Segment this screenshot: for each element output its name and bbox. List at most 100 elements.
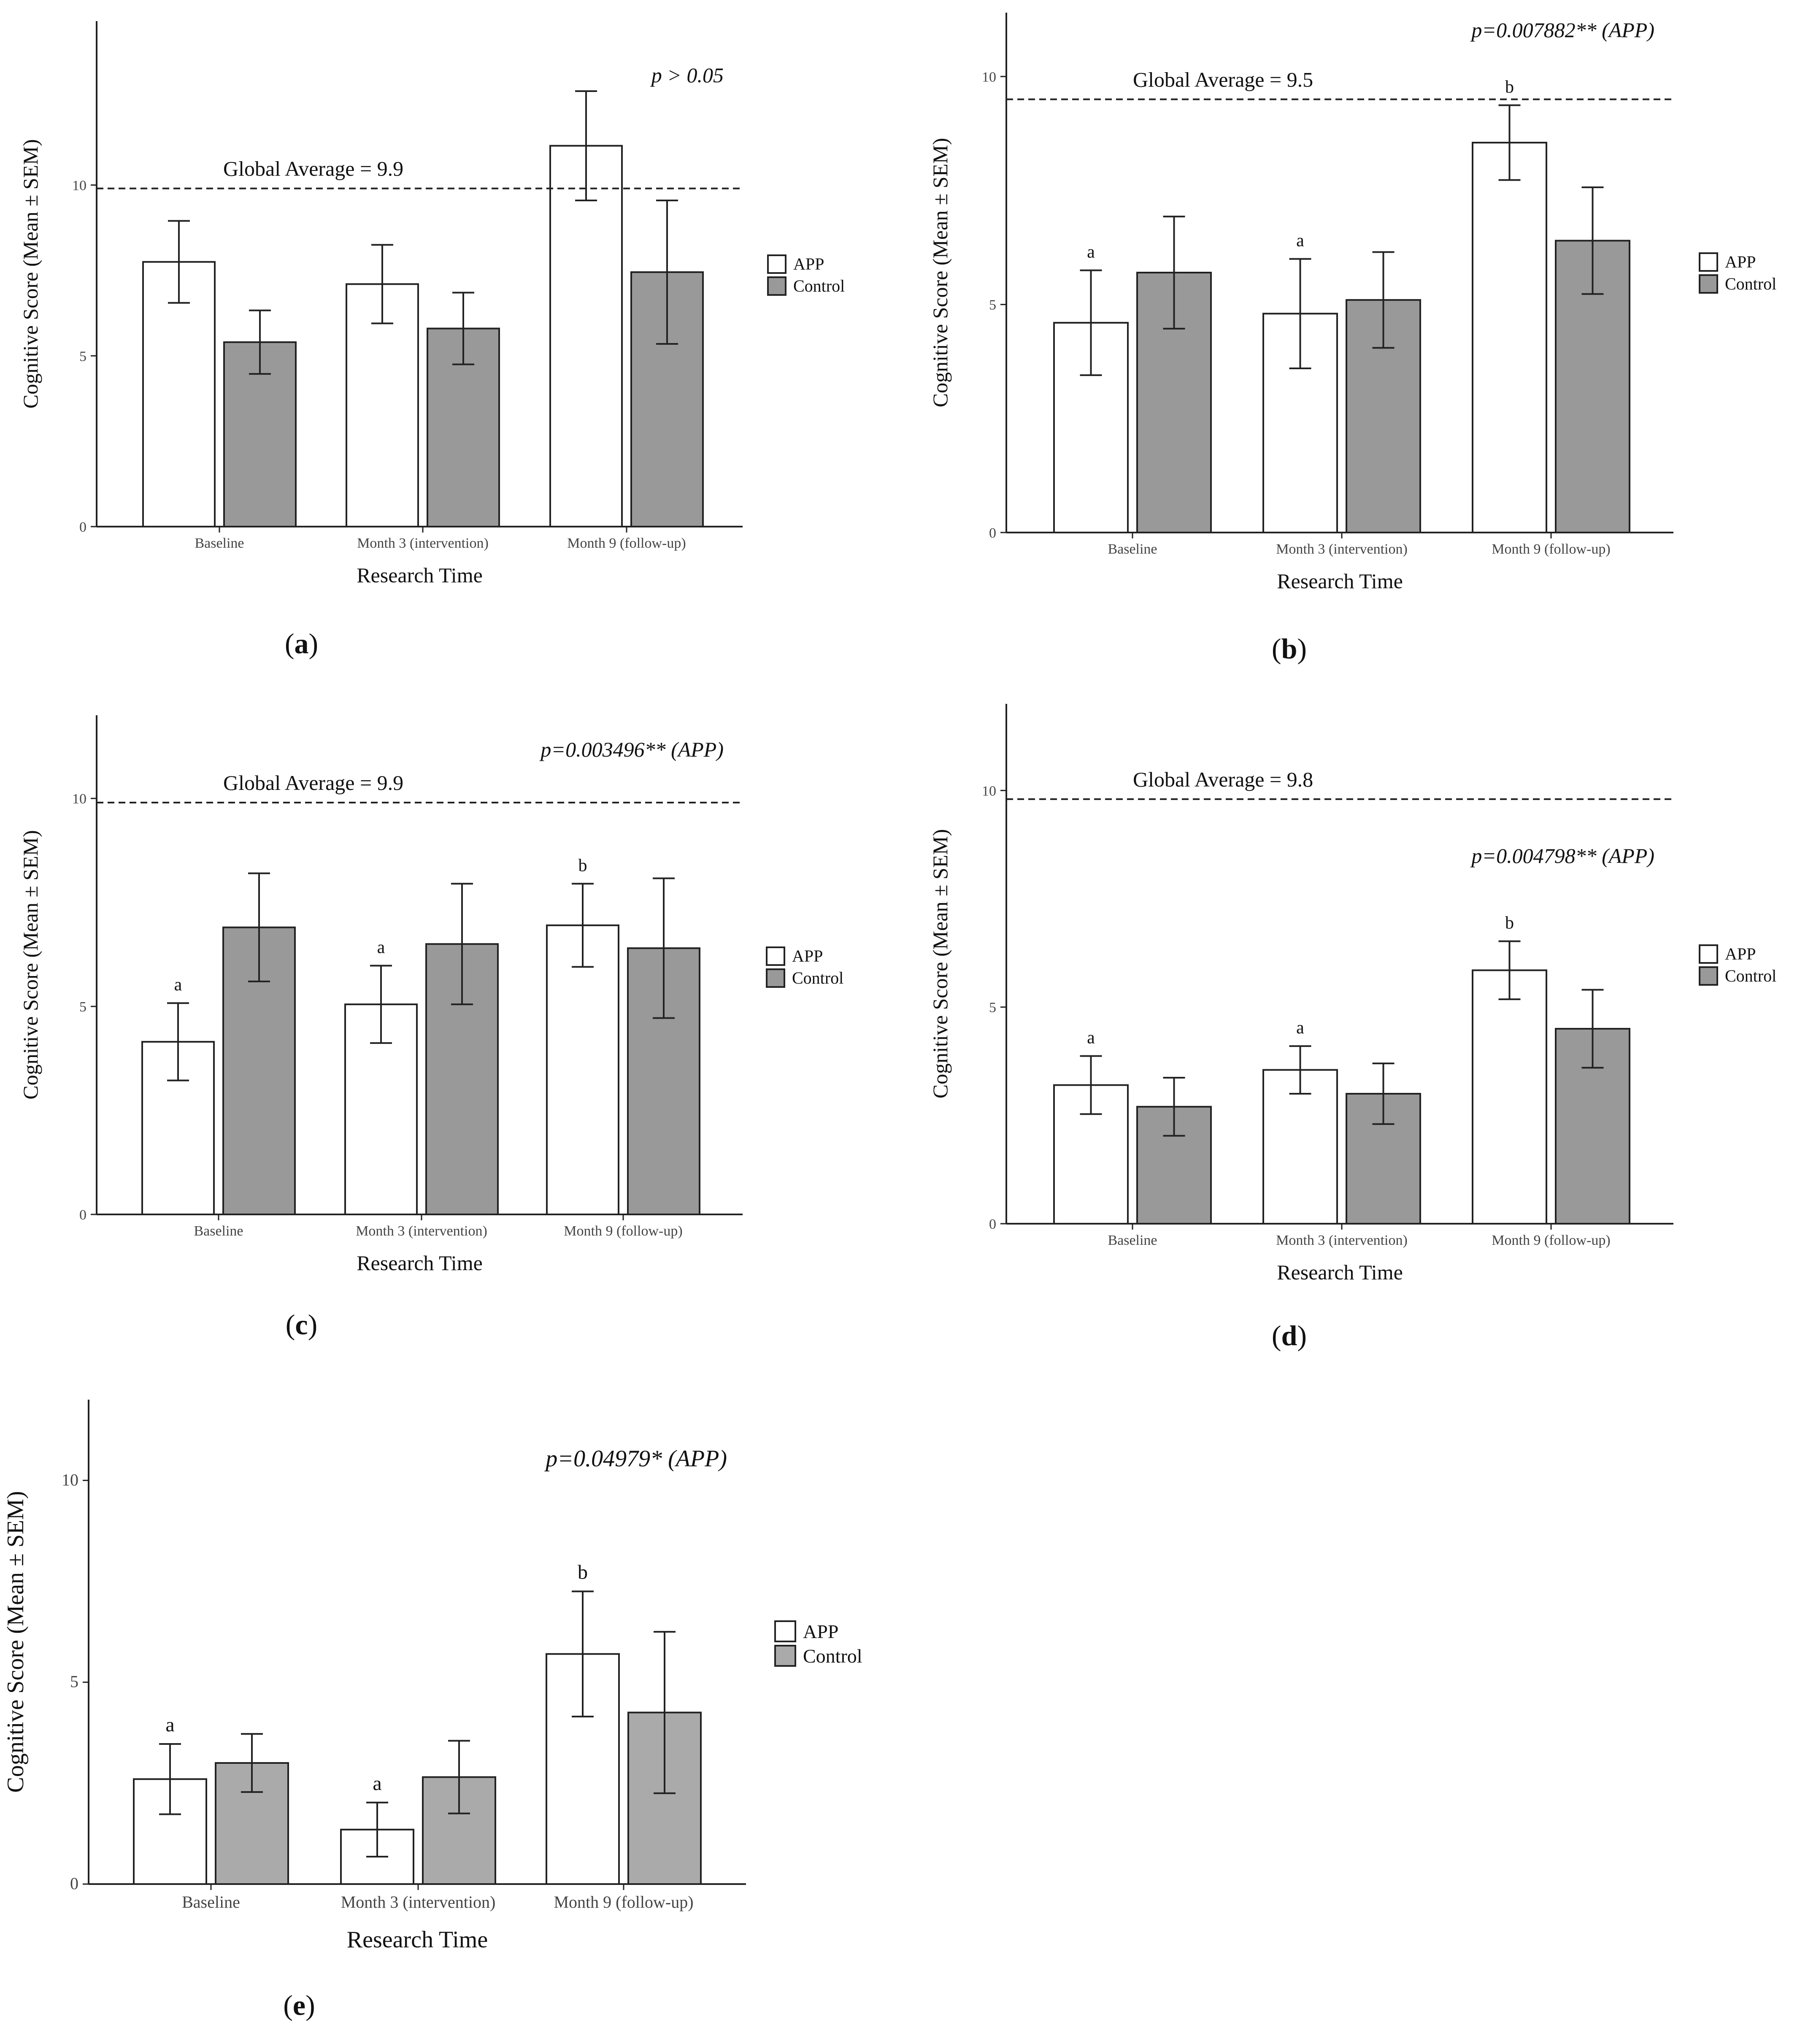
legend-control-label: Control [803, 1645, 862, 1667]
legend-control-swatch [774, 1645, 796, 1667]
x-tick-label: Month 9 (follow-up) [1492, 1233, 1610, 1248]
x-tick-label: Month 3 (intervention) [357, 535, 489, 551]
panel-a: 0 5 10 Baseline Month 3 (intervention) Month … [19, 21, 845, 660]
significance-letter: a [174, 975, 182, 995]
legend-control-swatch [1699, 966, 1718, 986]
legend-control-label: Control [1725, 274, 1776, 293]
y-tick-label: 5 [79, 349, 86, 364]
legend-control-swatch [766, 968, 785, 988]
y-tick-label: 10 [62, 1470, 78, 1489]
y-tick-label: 10 [72, 178, 86, 194]
control-bar [1136, 1106, 1212, 1225]
p-value-annotation: p=0.007882** (APP) [1470, 18, 1654, 42]
significance-letter: b [578, 856, 587, 875]
app-bar [142, 261, 216, 527]
y-axis-title: Cognitive Score (Mean ± SEM) [3, 1491, 29, 1793]
legend-app-swatch [1699, 252, 1718, 272]
significance-letter: a [1296, 231, 1304, 251]
x-tick-label: Month 3 (intervention) [1276, 1233, 1408, 1248]
app-bar [1472, 142, 1547, 533]
legend-app-label: APP [803, 1621, 838, 1642]
panel-c: 0 5 10 Baseline Month 3 (intervention) Month … [19, 715, 843, 1341]
legend-app-swatch [767, 254, 786, 274]
panel-label: (b) [1272, 633, 1307, 665]
p-value-annotation: p > 0.05 [650, 63, 724, 87]
y-tick-label: 0 [989, 525, 996, 541]
x-tick-label: Baseline [194, 1223, 243, 1239]
y-tick-label: 0 [79, 519, 86, 535]
app-bar [1472, 969, 1547, 1225]
p-value-annotation: p=0.004798** (APP) [1470, 844, 1654, 868]
control-bar [427, 327, 500, 527]
app-bar [549, 145, 623, 527]
y-tick-label: 5 [989, 1000, 996, 1016]
legend-control-label: Control [793, 276, 845, 295]
p-value-annotation: p=0.003496** (APP) [539, 738, 724, 761]
legend-app-swatch [766, 946, 785, 966]
y-tick-label: 5 [989, 297, 996, 313]
legend-app-label: APP [1725, 252, 1756, 271]
significance-letter: a [1296, 1018, 1304, 1038]
significance-letter: b [1505, 77, 1514, 97]
x-tick-label: Month 9 (follow-up) [1492, 541, 1610, 557]
x-tick-label: Baseline [1108, 1233, 1157, 1248]
significance-letter: b [1505, 914, 1514, 933]
x-tick-label: Month 3 (intervention) [341, 1893, 496, 1912]
significance-letter: b [578, 1561, 588, 1583]
app-bar [346, 283, 419, 527]
panel-label: (c) [286, 1309, 318, 1341]
global-average-label: Global Average = 9.9 [223, 157, 403, 181]
x-tick-label: Baseline [182, 1893, 240, 1912]
y-tick-label: 10 [72, 791, 86, 807]
app-bar [1262, 1069, 1338, 1225]
significance-letter: a [165, 1714, 174, 1736]
y-tick-label: 5 [79, 999, 86, 1015]
legend-app-swatch [1699, 944, 1718, 964]
significance-letter: a [377, 938, 385, 957]
y-axis-title: Cognitive Score (Mean ± SEM) [928, 138, 952, 407]
x-tick-label: Month 9 (follow-up) [554, 1893, 693, 1912]
significance-letter: a [1087, 243, 1095, 262]
x-axis-title: Research Time [1277, 569, 1403, 593]
y-axis-title: Cognitive Score (Mean ± SEM) [19, 830, 42, 1099]
app-bar [546, 924, 619, 1216]
x-tick-label: Month 3 (intervention) [356, 1223, 487, 1239]
panel-d: 0 5 10 Baseline Month 3 (intervention) Month … [928, 704, 1776, 1352]
y-tick-label: 0 [79, 1207, 86, 1223]
panel-label: (e) [283, 1989, 315, 2021]
panel-label: (d) [1272, 1319, 1307, 1352]
legend-control-swatch [767, 276, 786, 296]
y-axis-title: Cognitive Score (Mean ± SEM) [19, 139, 42, 408]
y-tick-label: 0 [70, 1874, 78, 1893]
y-tick-label: 10 [982, 69, 996, 85]
y-axis-title: Cognitive Score (Mean ± SEM) [928, 829, 952, 1098]
significance-letter: a [373, 1772, 381, 1795]
p-value-annotation: p=0.04979* (APP) [544, 1446, 727, 1472]
global-average-label: Global Average = 9.9 [223, 771, 403, 795]
panel-b: 0 5 10 Baseline Month 3 (intervention) Month … [928, 13, 1776, 665]
legend-control-label: Control [792, 968, 843, 987]
significance-letter: a [1087, 1028, 1095, 1048]
x-axis-title: Research Time [347, 1927, 488, 1953]
y-tick-label: 5 [70, 1672, 78, 1691]
legend-app-swatch [774, 1620, 796, 1642]
x-tick-label: Baseline [195, 535, 244, 551]
y-tick-label: 0 [989, 1217, 996, 1232]
x-axis-title: Research Time [357, 1251, 483, 1275]
legend-control-label: Control [1725, 966, 1776, 985]
legend-app-label: APP [792, 946, 823, 965]
global-average-label: Global Average = 9.8 [1133, 768, 1313, 791]
global-average-label: Global Average = 9.5 [1133, 68, 1313, 91]
legend-app-label: APP [1725, 944, 1756, 963]
x-tick-label: Month 9 (follow-up) [567, 535, 686, 551]
legend-control-swatch [1699, 274, 1718, 294]
x-tick-label: Month 3 (intervention) [1276, 541, 1408, 557]
y-tick-label: 10 [982, 783, 996, 799]
x-axis-title: Research Time [1277, 1260, 1403, 1284]
panel-e: 0 5 10 Baseline Month 3 (intervention) Month … [3, 1400, 862, 2021]
x-tick-label: Month 9 (follow-up) [564, 1223, 682, 1239]
legend-app-label: APP [793, 254, 824, 273]
x-axis-title: Research Time [357, 563, 483, 587]
x-tick-label: Baseline [1108, 541, 1157, 557]
